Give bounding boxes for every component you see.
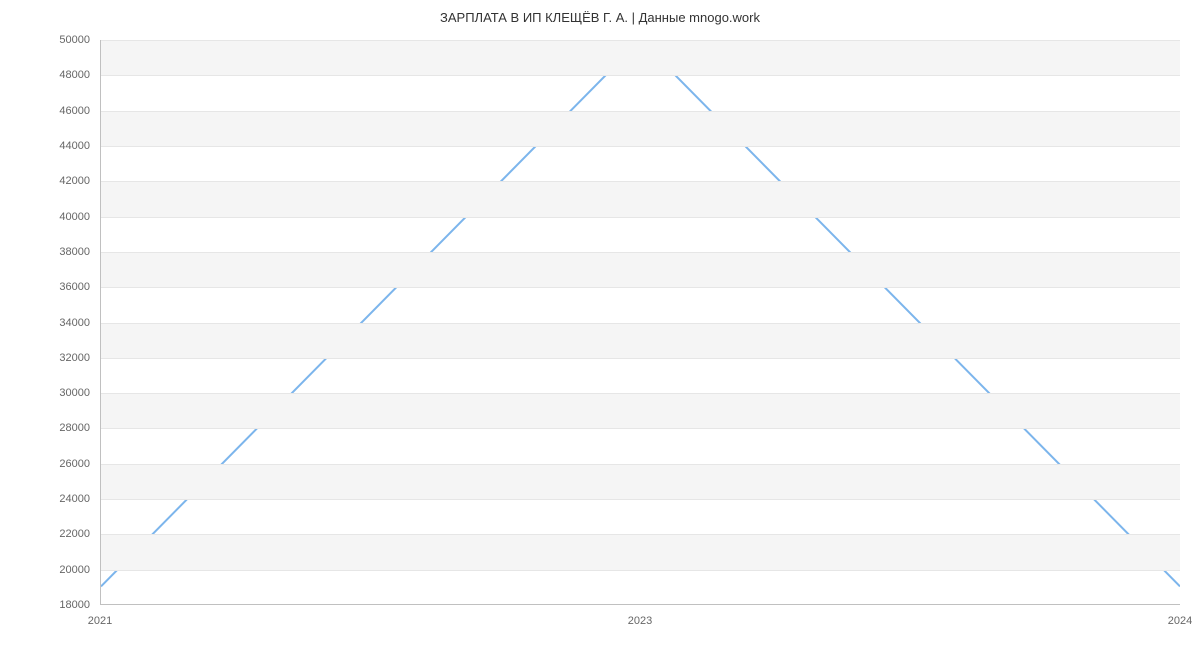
y-axis-tick-label: 50000 bbox=[0, 34, 90, 46]
y-axis-tick-label: 48000 bbox=[0, 69, 90, 81]
x-axis-tick-label: 2023 bbox=[628, 615, 652, 627]
grid-band bbox=[101, 534, 1180, 569]
x-axis-tick-label: 2024 bbox=[1168, 615, 1192, 627]
y-axis-tick-label: 44000 bbox=[0, 140, 90, 152]
chart-title: ЗАРПЛАТА В ИП КЛЕЩЁВ Г. А. | Данные mnog… bbox=[0, 10, 1200, 25]
y-axis-tick-label: 24000 bbox=[0, 493, 90, 505]
grid-band bbox=[101, 570, 1180, 605]
x-axis-tick-label: 2021 bbox=[88, 615, 112, 627]
salary-line-chart: ЗАРПЛАТА В ИП КЛЕЩЁВ Г. А. | Данные mnog… bbox=[0, 0, 1200, 650]
y-axis-tick-label: 20000 bbox=[0, 564, 90, 576]
y-axis-tick-label: 18000 bbox=[0, 599, 90, 611]
grid-band bbox=[101, 146, 1180, 181]
grid-band bbox=[101, 358, 1180, 393]
grid-band bbox=[101, 323, 1180, 358]
grid-band bbox=[101, 393, 1180, 428]
y-axis-tick-label: 36000 bbox=[0, 281, 90, 293]
grid-band bbox=[101, 217, 1180, 252]
grid-band bbox=[101, 464, 1180, 499]
y-axis-tick-label: 34000 bbox=[0, 317, 90, 329]
y-axis-tick-label: 32000 bbox=[0, 352, 90, 364]
y-axis-tick-label: 28000 bbox=[0, 422, 90, 434]
y-axis-tick-label: 46000 bbox=[0, 105, 90, 117]
y-axis-tick-label: 30000 bbox=[0, 387, 90, 399]
y-axis-tick-label: 40000 bbox=[0, 211, 90, 223]
y-axis-tick-label: 26000 bbox=[0, 458, 90, 470]
grid-band bbox=[101, 428, 1180, 463]
grid-band bbox=[101, 181, 1180, 216]
y-axis-tick-label: 42000 bbox=[0, 175, 90, 187]
grid-band bbox=[101, 499, 1180, 534]
grid-band bbox=[101, 252, 1180, 287]
grid-band bbox=[101, 287, 1180, 322]
grid-band bbox=[101, 111, 1180, 146]
grid-band bbox=[101, 75, 1180, 110]
grid-band bbox=[101, 40, 1180, 75]
plot-area bbox=[100, 40, 1180, 605]
y-axis-tick-label: 38000 bbox=[0, 246, 90, 258]
y-axis-tick-label: 22000 bbox=[0, 528, 90, 540]
